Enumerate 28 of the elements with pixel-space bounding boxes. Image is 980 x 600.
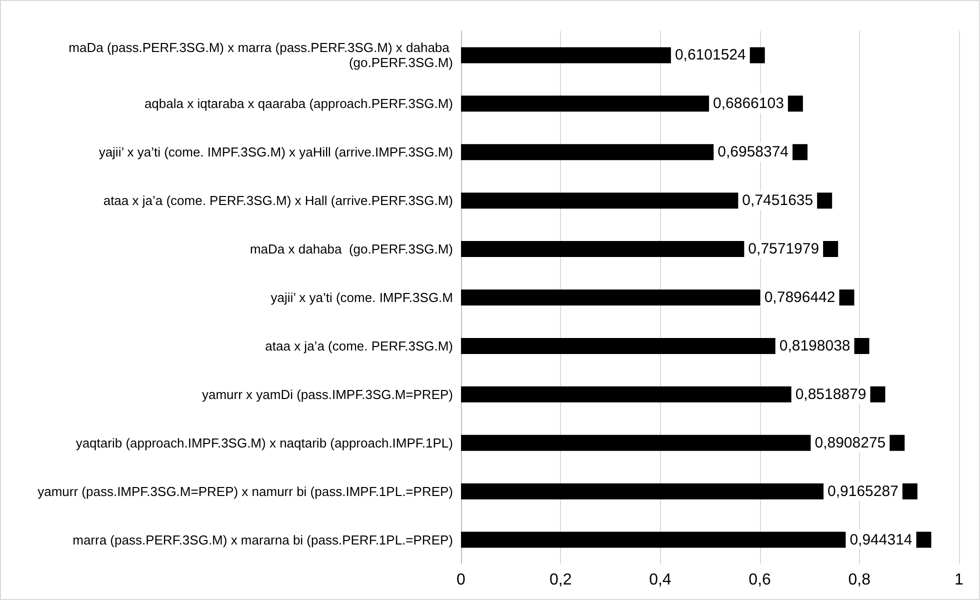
- data-label: 0,8908275: [814, 434, 886, 452]
- data-label: 0,9165287: [828, 482, 898, 500]
- y-tick-label: yajii’ x ya’ti (come. IMPF.3SG.M: [270, 290, 453, 305]
- data-label: 0,8198038: [779, 337, 850, 354]
- x-tick-label: 0: [456, 572, 466, 588]
- x-tick-label: 0,2: [549, 572, 572, 588]
- data-label: 0,7896442: [764, 289, 836, 306]
- y-tick-label: yamurr (pass.IMPF.3SG.M=PREP) x namurr bi (pass.IMPF.1PL.=PREP): [38, 484, 453, 499]
- y-tick-label: marra (pass.PERF.3SG.M) x mararna bi (pass.PERF.1PL.=PREP): [72, 532, 453, 548]
- data-label: 0,8518879: [795, 386, 866, 403]
- data-label: 0,7571979: [748, 240, 820, 258]
- y-tick-label: yaqtarib (approach.IMPF.3SG.M) x naqtarib (approach.IMPF.1PL): [76, 435, 453, 450]
- data-label: 0,6958374: [718, 144, 789, 161]
- y-tick-label: maDa (pass.PERF.3SG.M) x marra (pass.PERF.3SG.M) x dahaba (go.PERF.3SG.M): [68, 40, 453, 70]
- y-tick-label: maDa x dahaba (go.PERF.3SG.M): [250, 242, 453, 257]
- x-tick-label: 0,4: [649, 572, 672, 588]
- y-tick-label: aqbala x iqtaraba x qaaraba (approach.PERF.3SG.M): [144, 96, 453, 112]
- x-tick-label: 1: [954, 572, 964, 588]
- y-tick-label: ataa x ja’a (come. PERF.3SG.M): [265, 338, 453, 354]
- y-tick-label: ataa x ja’a (come. PERF.3SG.M) x Hall (arrive.PERF.3SG.M): [103, 193, 453, 208]
- y-tick-label: yamurr x yamDi (pass.IMPF.3SG.M=PREP): [202, 386, 453, 402]
- data-label: 0,944314: [850, 531, 912, 548]
- data-label: 0,7451635: [742, 192, 814, 210]
- x-tick-label: 0,8: [848, 572, 871, 588]
- y-tick-label: yajii’ x ya’ti (come. IMPF.3SG.M) x yaHill (arrive.IMPF.3SG.M): [98, 144, 453, 160]
- data-label: 0,6866103: [713, 95, 784, 112]
- data-label: 0,6101524: [674, 46, 746, 64]
- x-tick-label: 0,6: [748, 572, 772, 588]
